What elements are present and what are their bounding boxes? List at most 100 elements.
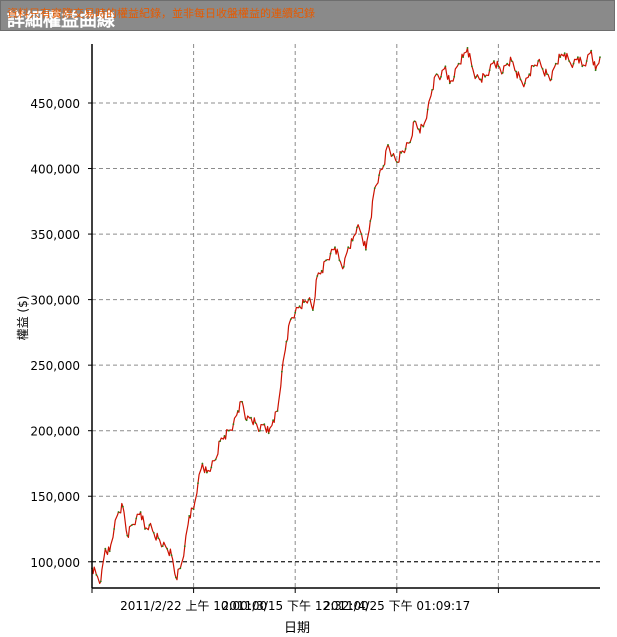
equity-point bbox=[192, 508, 195, 511]
equity-point bbox=[206, 471, 208, 474]
equity-point bbox=[395, 161, 398, 163]
equity-point bbox=[99, 580, 102, 583]
equity-point bbox=[254, 421, 257, 424]
equity-point bbox=[126, 534, 129, 537]
equity-point bbox=[497, 65, 500, 68]
x-axis-label: 日期 bbox=[284, 621, 310, 636]
equity-point bbox=[457, 62, 460, 65]
equity-point bbox=[108, 550, 111, 553]
equity-point bbox=[471, 65, 473, 68]
equity-point bbox=[568, 60, 570, 62]
equity-point bbox=[347, 246, 350, 249]
equity-point bbox=[431, 89, 433, 91]
equity-point bbox=[453, 75, 456, 78]
x-tick-label: 2011/2/22 上午 10:00:00 bbox=[120, 599, 267, 613]
equity-point bbox=[435, 73, 438, 75]
equity-point bbox=[152, 532, 155, 534]
equity-point bbox=[422, 125, 425, 128]
equity-point bbox=[493, 60, 495, 62]
equity-point bbox=[166, 547, 169, 550]
equity-point bbox=[594, 69, 597, 72]
equity-point bbox=[506, 62, 509, 65]
equity-point bbox=[599, 56, 601, 58]
equity-point bbox=[444, 65, 447, 68]
equity-point bbox=[197, 482, 199, 484]
y-tick-label: 250,000 bbox=[30, 359, 80, 373]
equity-point bbox=[577, 56, 579, 58]
equity-point bbox=[572, 62, 575, 65]
y-tick-label: 450,000 bbox=[30, 97, 80, 111]
equity-point bbox=[334, 246, 336, 249]
equity-point bbox=[426, 108, 429, 111]
chart-subtitle: 資料只有實際交易時的權益紀錄，並非每日收盤權益的連續紀錄 bbox=[7, 7, 315, 20]
equity-point bbox=[409, 141, 411, 144]
equity-point bbox=[387, 144, 389, 146]
y-tick-label: 200,000 bbox=[30, 425, 80, 439]
equity-point bbox=[378, 174, 380, 177]
equity-point bbox=[281, 370, 283, 373]
equity-point bbox=[475, 75, 478, 78]
equity-point bbox=[245, 419, 248, 422]
equity-point bbox=[298, 305, 301, 308]
equity-point bbox=[157, 537, 160, 540]
equity-point bbox=[510, 60, 513, 62]
equity-point bbox=[391, 154, 394, 157]
equity-point bbox=[373, 187, 376, 190]
equity-point bbox=[515, 70, 517, 73]
equity-point bbox=[219, 440, 222, 443]
equity-point bbox=[404, 148, 407, 150]
equity-point bbox=[466, 47, 469, 49]
equity-point bbox=[590, 49, 593, 52]
equity-point bbox=[214, 458, 217, 461]
equity-point bbox=[183, 545, 186, 547]
equity-point bbox=[113, 528, 115, 530]
equity-point bbox=[179, 567, 182, 570]
equity-point bbox=[541, 68, 544, 70]
gridlines bbox=[92, 44, 600, 588]
equity-point bbox=[135, 517, 138, 520]
equity-point bbox=[303, 301, 305, 304]
equity-point bbox=[400, 151, 403, 154]
equity-point bbox=[316, 275, 319, 277]
equity-point bbox=[338, 259, 341, 262]
y-tick-label: 100,000 bbox=[30, 556, 80, 570]
equity-point bbox=[201, 462, 204, 465]
equity-point bbox=[563, 52, 566, 55]
equity-point bbox=[148, 524, 151, 526]
equity-point bbox=[294, 311, 297, 314]
equity-point bbox=[267, 432, 270, 435]
equity-point bbox=[479, 78, 482, 81]
x-tick-label: 2011/3/15 下午 12:32:00 bbox=[222, 599, 369, 613]
y-tick-label: 150,000 bbox=[30, 490, 80, 504]
equity-point bbox=[550, 78, 553, 81]
equity-line bbox=[91, 47, 601, 584]
equity-point bbox=[554, 62, 557, 65]
equity-point bbox=[175, 576, 177, 579]
equity-point bbox=[263, 423, 266, 425]
equity-point bbox=[117, 511, 120, 513]
equity-point bbox=[537, 60, 540, 62]
equity-point bbox=[413, 120, 416, 123]
equity-point bbox=[325, 259, 327, 262]
equity-point bbox=[360, 233, 363, 236]
equity-point bbox=[501, 71, 504, 74]
equity-point bbox=[228, 429, 230, 432]
equity-point bbox=[448, 82, 451, 85]
equity-point bbox=[210, 466, 213, 469]
equity-point bbox=[528, 73, 531, 75]
equity-point bbox=[462, 56, 464, 58]
equity-point bbox=[312, 309, 314, 311]
equity-point bbox=[95, 574, 98, 576]
equity-point bbox=[236, 410, 239, 412]
y-tick-label: 400,000 bbox=[30, 163, 80, 177]
equity-point bbox=[139, 511, 142, 513]
equity-point bbox=[581, 65, 584, 68]
equity-point bbox=[484, 75, 486, 78]
equity-point bbox=[546, 73, 548, 75]
equity-point bbox=[188, 515, 191, 517]
equity-point bbox=[365, 248, 367, 251]
equity-point bbox=[585, 60, 588, 62]
y-axis-ticks: 100,000 150,000 200,000 250,000 300,000 350,0… bbox=[30, 97, 92, 570]
